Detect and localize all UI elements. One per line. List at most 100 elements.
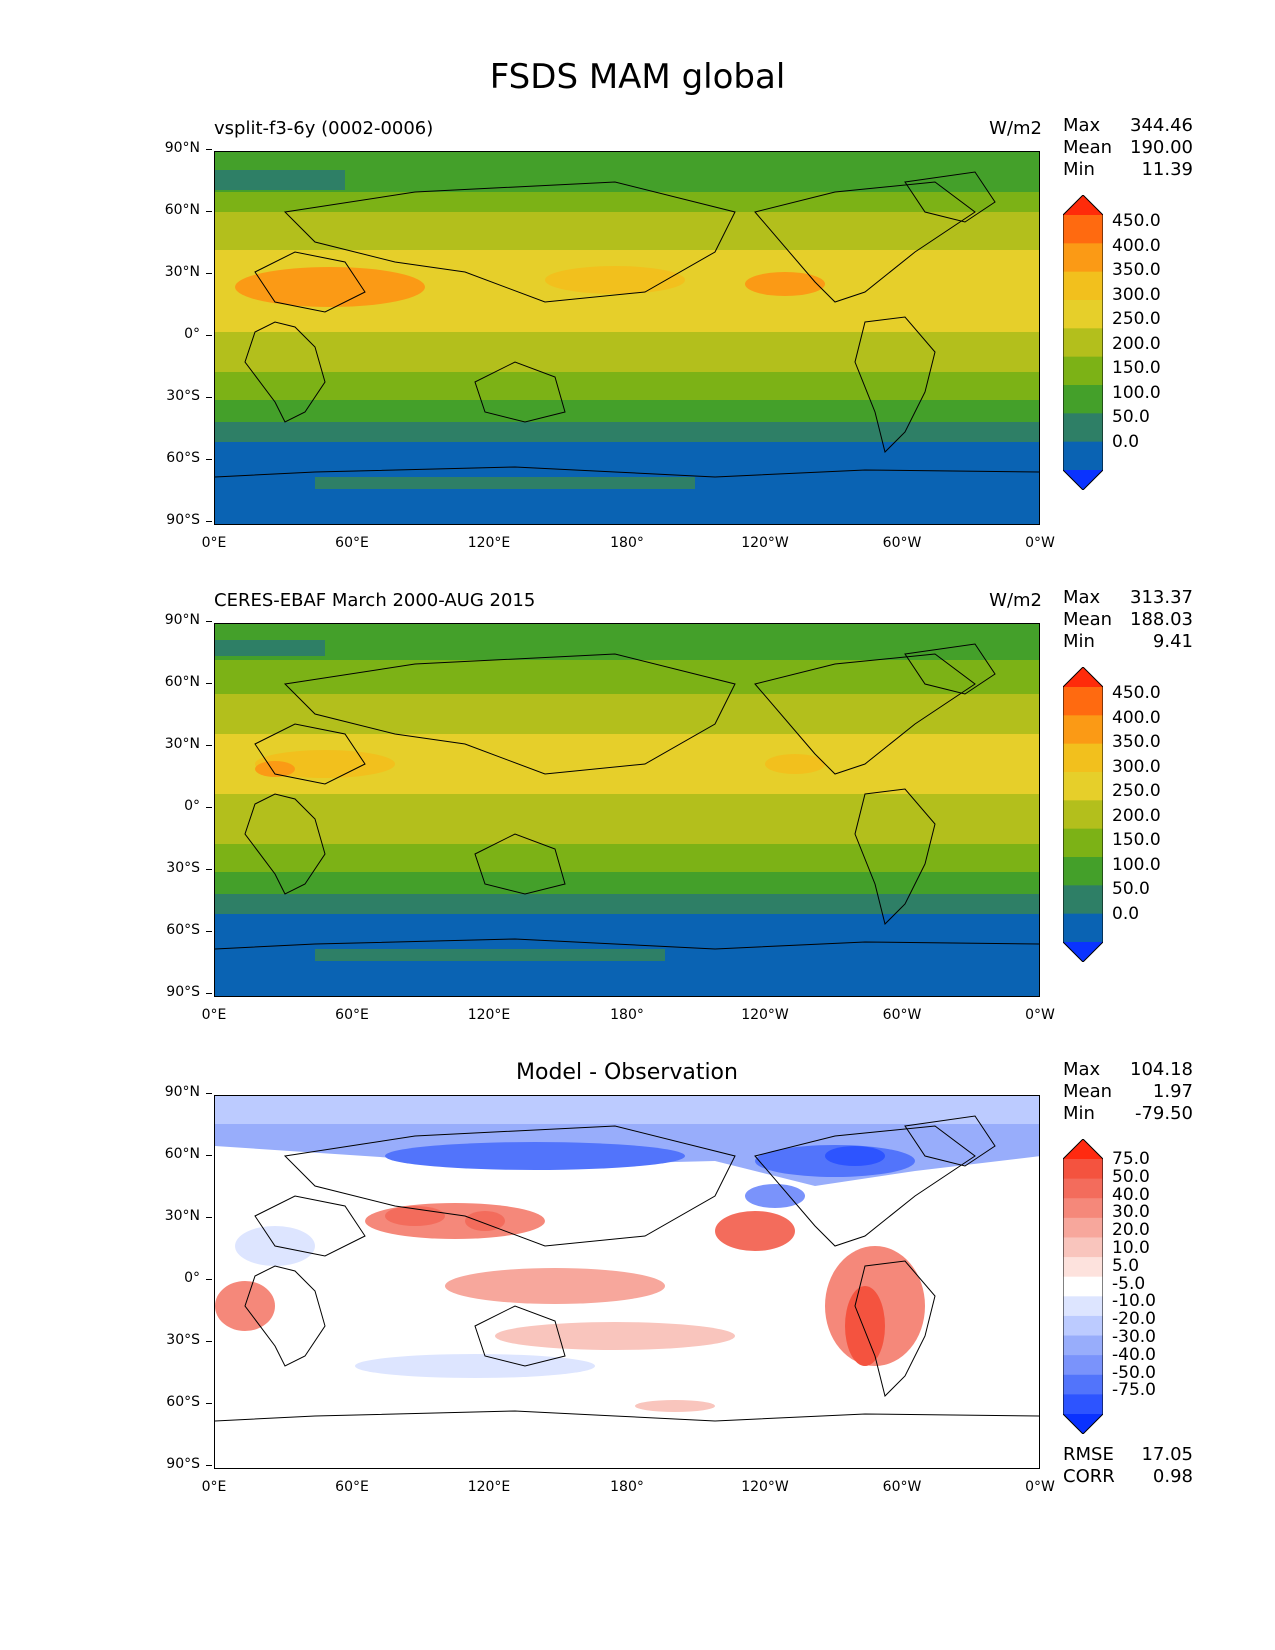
colorbar-bin: [1063, 413, 1103, 443]
ytick-label: 30°S: [140, 860, 212, 876]
colorbar-tick-label: 50.0: [1112, 1166, 1150, 1187]
colorbar-tick-label: 250.0: [1112, 781, 1161, 801]
stat-mean-value: 1.97: [1152, 1081, 1193, 1102]
colorbar-tick-label: 400.0: [1112, 235, 1161, 256]
colorbar-tick-label: 0.0: [1112, 903, 1140, 924]
colorbar-tick-label: 0.0: [1112, 431, 1140, 452]
map-obs: [214, 623, 1040, 997]
panel-model: vsplit-f3-6y (0002-0006) W/m2 Max 344.46 …: [0, 0, 1275, 551]
colorbar-tick-label: 5.0: [1112, 1255, 1140, 1276]
panel-title: vsplit-f3-6y (0002-0006): [214, 118, 434, 139]
colorbar-bin: [1063, 1296, 1103, 1317]
colorbar-bin: [1063, 1159, 1103, 1180]
colorbar-bin: [1063, 857, 1103, 886]
map-field-model: [215, 152, 1039, 524]
colorbar-tick-label: -40.0: [1112, 1344, 1156, 1365]
colorbar-obs: [1063, 667, 1103, 962]
xtick-label: 120°W: [741, 535, 789, 551]
colorbar-tick-label: 50.0: [1112, 879, 1150, 899]
xtick-label: 60°W: [882, 1007, 922, 1023]
xtick-label: 60°E: [335, 535, 369, 551]
colorbar-bin: [1063, 300, 1103, 329]
panel-diff: Model - Observation Max 104.18 Mean 1.97 M…: [0, 944, 1275, 1495]
xtick-label: 120°W: [741, 1479, 789, 1495]
colorbar-bin: [1063, 1276, 1103, 1297]
stat-max-label: Max: [1063, 587, 1101, 608]
colorbar-tick-label: 350.0: [1112, 260, 1161, 280]
ytick-label: 60°S: [140, 922, 212, 938]
colorbar-tick-label: 20.0: [1112, 1220, 1150, 1241]
ytick-label: 60°S: [140, 1394, 212, 1410]
ytick-label: 30°S: [140, 388, 212, 404]
stat-min-label: Min: [1063, 1103, 1095, 1124]
ytick-label: 60°N: [140, 1146, 212, 1162]
colorbar-tick-label: -20.0: [1112, 1309, 1156, 1330]
stat-mean-label: Mean: [1063, 1081, 1113, 1102]
stat-mean-value: 188.03: [1130, 609, 1193, 630]
stat-mean-value: 190.00: [1130, 137, 1193, 158]
panel-title: Model - Observation: [516, 1060, 738, 1085]
stat-min-value: -79.50: [1134, 1103, 1193, 1124]
colorbar-extend-min: [1063, 942, 1103, 962]
colorbar-bin: [1063, 800, 1103, 830]
stats-block: Max 313.37 Mean 188.03 Min 9.41: [1063, 587, 1193, 653]
ytick-label: 30°N: [140, 1208, 212, 1224]
colorbar-bin: [1063, 1257, 1103, 1278]
corr-value: 0.98: [1152, 1466, 1193, 1487]
colorbar-tick-label: -75.0: [1112, 1380, 1156, 1401]
colorbar-bin: [1063, 715, 1103, 745]
xtick-label: 180°: [610, 1479, 644, 1495]
colorbar-bin: [1063, 885, 1103, 915]
colorbar-tick-label: 100.0: [1112, 382, 1161, 403]
xtick-label: 120°E: [467, 1479, 511, 1495]
ytick-label: 30°N: [140, 736, 212, 752]
xtick-label: 0°E: [201, 1007, 227, 1023]
xtick-label: 120°E: [467, 1007, 511, 1023]
colorbar-tick-label: -30.0: [1112, 1327, 1156, 1347]
stats-block: Max 344.46 Mean 190.00 Min 11.39: [1063, 115, 1193, 181]
colorbar-bin: [1063, 1374, 1103, 1395]
colorbar-tick-label: 450.0: [1112, 211, 1161, 231]
stat-min-label: Min: [1063, 159, 1095, 180]
colorbar-tick-label: 250.0: [1112, 309, 1161, 329]
ytick-label: 0°: [140, 798, 212, 814]
colorbar-bin: [1063, 1217, 1103, 1238]
ytick-label: 0°: [140, 326, 212, 342]
ytick-label: 30°S: [140, 1332, 212, 1348]
colorbar-bin: [1063, 385, 1103, 414]
ytick-label: 60°S: [140, 450, 212, 466]
colorbar-tick-label: 100.0: [1112, 854, 1161, 875]
ytick-label: 90°S: [140, 1456, 212, 1472]
colorbar-tick-label: -50.0: [1112, 1362, 1156, 1383]
colorbar-bin: [1063, 328, 1103, 358]
colorbar-tick-label: 75.0: [1112, 1149, 1150, 1169]
ytick-label: 30°N: [140, 264, 212, 280]
xtick-label: 0°W: [1025, 1007, 1055, 1023]
xtick-label: 0°W: [1025, 535, 1055, 551]
corr-label: CORR: [1063, 1466, 1115, 1487]
ytick-label: 90°N: [140, 612, 212, 628]
colorbar-extend-max: [1063, 1139, 1103, 1159]
stat-mean-label: Mean: [1063, 137, 1113, 158]
colorbar-tick-label: 300.0: [1112, 284, 1161, 305]
ytick-label: 60°N: [140, 202, 212, 218]
colorbar-bin: [1063, 1355, 1103, 1376]
stat-max-value: 104.18: [1130, 1059, 1193, 1080]
colorbar-bin: [1063, 1394, 1103, 1415]
colorbar-bin: [1063, 1198, 1103, 1219]
units-label: W/m2: [989, 118, 1042, 139]
colorbar-tick-label: 150.0: [1112, 830, 1161, 850]
colorbar-tick-label: 200.0: [1112, 333, 1161, 354]
stat-max-label: Max: [1063, 1059, 1101, 1080]
colorbar-tick-label: -10.0: [1112, 1291, 1156, 1312]
colorbar-bin: [1063, 271, 1103, 301]
colorbar-extend-max: [1063, 195, 1103, 215]
map-field-diff: [215, 1096, 1039, 1468]
panel-title: CERES-EBAF March 2000-AUG 2015: [214, 590, 536, 611]
colorbar-tick-label: 30.0: [1112, 1202, 1150, 1223]
ytick-label: 90°S: [140, 984, 212, 1000]
map-field-obs: [215, 624, 1039, 996]
ytick-label: 60°N: [140, 674, 212, 690]
colorbar-tick-label: 350.0: [1112, 732, 1161, 752]
colorbar-bin: [1063, 1178, 1103, 1199]
